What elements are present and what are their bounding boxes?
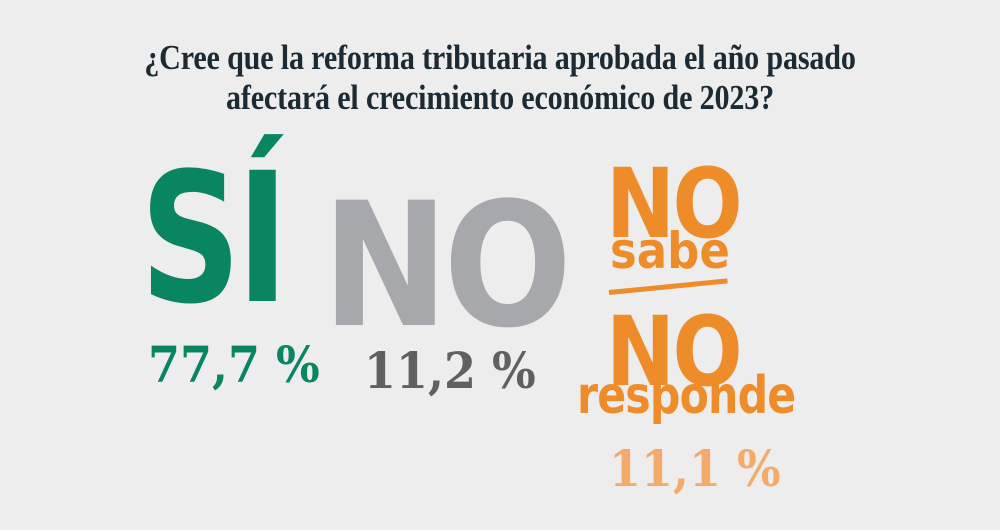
- answer-no-label: NO: [322, 165, 572, 366]
- answer-yes-percent: 77,7 %: [148, 335, 320, 394]
- answer-no-response-label: NO: [606, 296, 743, 408]
- answer-dont-know-percent: 11,1 %: [609, 439, 781, 498]
- question-title-line-1: ¿Cree que la reforma tributaria aprobada…: [144, 38, 856, 77]
- answer-dont-know-label: NO: [606, 148, 743, 260]
- answer-yes-label: SÍ: [140, 135, 289, 344]
- answer-dont-know-sublabel: sabe: [610, 222, 730, 280]
- question-title-line-2: afectará el crecimiento económico de 202…: [225, 78, 775, 117]
- answer-no-percent: 11,2 %: [364, 341, 536, 400]
- answer-no-response-sublabel: responde: [577, 366, 796, 426]
- slash-divider: [608, 278, 728, 295]
- question-title: ¿Cree que la reforma tributaria aprobada…: [70, 38, 930, 118]
